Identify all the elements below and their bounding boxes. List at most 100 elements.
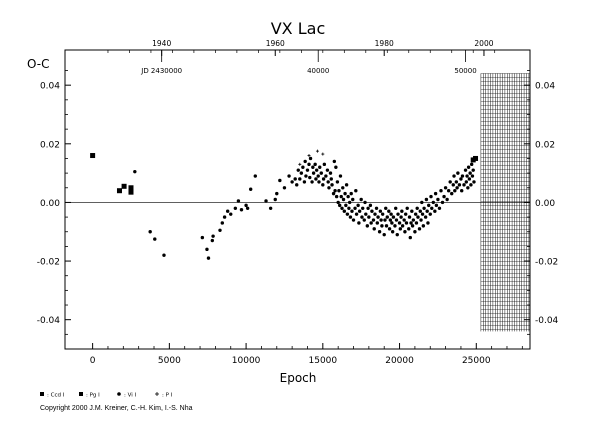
data-point-circle (379, 218, 383, 222)
data-point-circle (295, 183, 299, 187)
data-point-circle (469, 162, 474, 167)
data-point-circle (369, 221, 373, 225)
data-point-circle (359, 197, 363, 202)
plot-frame (64, 49, 531, 350)
data-point-circle (439, 189, 443, 193)
data-point-circle (210, 238, 215, 243)
data-point-circle (407, 215, 412, 219)
data-point-circle (327, 186, 331, 190)
data-point-circle (376, 215, 380, 219)
x-tick-label: 10000 (232, 356, 261, 366)
data-point-circle (400, 209, 404, 213)
data-point-circle (354, 189, 358, 193)
data-point-circle (434, 203, 439, 208)
data-point-circle (331, 191, 336, 196)
year-tick-label: 2000 (474, 39, 493, 48)
data-point-circle (396, 212, 400, 216)
data-point-circle (321, 177, 326, 181)
chart-title: VX Lac (271, 19, 326, 38)
data-point-circle (411, 218, 416, 222)
data-point-circle (467, 177, 472, 181)
data-point-circle (325, 168, 330, 172)
data-point-circle (347, 206, 351, 210)
data-point-circle (388, 218, 393, 222)
data-point-circle (360, 215, 364, 219)
data-point-circle (385, 215, 389, 219)
data-point-circle (351, 218, 356, 222)
data-point-circle (371, 218, 376, 222)
data-point-circle (446, 189, 451, 193)
data-point-circle (153, 237, 157, 241)
data-point-circle (442, 194, 446, 199)
legend-label: : Ccd I (47, 393, 65, 399)
data-point-circle (436, 197, 440, 202)
jd-tick-label: 40000 (307, 67, 329, 75)
data-point-circle (402, 218, 406, 222)
data-point-circle (353, 206, 357, 210)
data-point-circle (418, 209, 422, 213)
data-point-circle (454, 180, 459, 184)
data-point-circle (472, 180, 476, 184)
x-tick-label: 25000 (462, 356, 491, 366)
data-point-circle (368, 203, 373, 208)
data-point-circle (253, 174, 257, 178)
data-point-circle (408, 235, 412, 240)
data-point-circle (387, 227, 392, 231)
data-point-circle (337, 189, 341, 193)
data-point-circle (342, 209, 347, 213)
y-tick-label-left: -0.02 (37, 258, 60, 268)
data-point-circle (248, 187, 253, 191)
legend-label: : P I (162, 393, 173, 399)
data-point-circle (365, 224, 370, 228)
data-point-circle (466, 186, 470, 190)
data-point-circle (148, 230, 152, 234)
data-point-circle (317, 180, 321, 184)
data-point-circle (344, 203, 348, 208)
data-point-circle (452, 174, 456, 178)
data-point-circle (420, 200, 424, 205)
data-point-circle (471, 168, 475, 172)
data-point-plus (298, 162, 302, 166)
data-point-circle (205, 247, 209, 252)
data-point-circle (268, 206, 273, 210)
data-point-circle (299, 171, 304, 175)
data-point-circle (344, 183, 349, 187)
data-point-circle (403, 212, 408, 216)
y-tick-label-right: 0.00 (535, 199, 555, 209)
data-point-circle (407, 227, 411, 231)
data-point-circle (336, 200, 340, 205)
data-point-circle (380, 212, 385, 216)
data-point-circle (430, 206, 434, 210)
data-point-circle (425, 209, 429, 213)
data-point-circle (218, 228, 222, 232)
data-point-circle (362, 218, 366, 222)
data-point-circle (334, 165, 338, 169)
data-point-circle (456, 171, 460, 175)
data-point-circle (367, 215, 371, 219)
data-point-circle (335, 180, 340, 184)
data-point-circle (384, 224, 389, 228)
data-point-circle (264, 199, 268, 203)
data-point-circle (445, 197, 449, 202)
data-point-circle (393, 224, 397, 228)
data-point-circle (338, 174, 343, 178)
y-tick-label-right: 0.04 (535, 82, 555, 92)
data-point-circle (363, 200, 367, 205)
x-axis-label: Epoch (280, 371, 317, 385)
data-point-circle (387, 209, 391, 213)
data-point-circle (311, 165, 315, 169)
y-tick-label-right: -0.04 (535, 316, 559, 326)
legend-marker-plus (155, 392, 159, 396)
data-point-circle (428, 212, 432, 216)
data-point-circle (350, 209, 354, 213)
data-point-circle (329, 177, 333, 181)
data-point-circle (400, 224, 405, 228)
data-point-circle (455, 186, 459, 190)
data-point-circle (200, 235, 205, 240)
data-point-circle (415, 206, 419, 210)
data-point-circle (338, 203, 342, 208)
data-point-circle (310, 180, 314, 184)
data-point-circle (307, 162, 311, 167)
data-point-circle (466, 165, 471, 169)
year-tick-label: 1980 (375, 39, 394, 48)
